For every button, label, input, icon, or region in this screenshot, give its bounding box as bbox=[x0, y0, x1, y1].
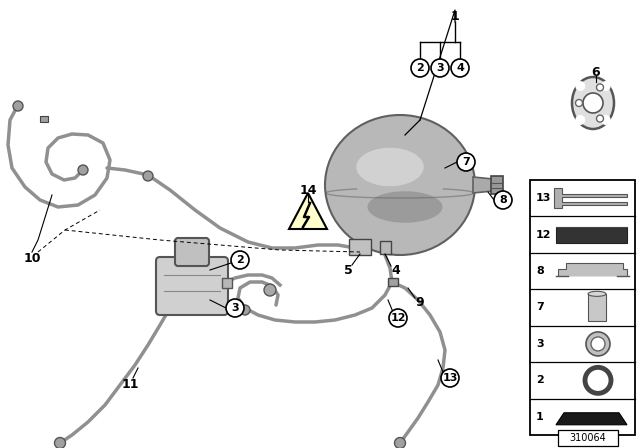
FancyBboxPatch shape bbox=[349, 239, 371, 255]
Polygon shape bbox=[558, 263, 627, 276]
Polygon shape bbox=[473, 177, 493, 193]
Circle shape bbox=[411, 59, 429, 77]
Ellipse shape bbox=[367, 191, 442, 223]
Text: 5: 5 bbox=[344, 263, 353, 276]
Bar bbox=[588, 294, 606, 321]
Circle shape bbox=[226, 299, 244, 317]
Bar bbox=[556, 227, 627, 243]
Circle shape bbox=[596, 115, 604, 122]
Text: 12: 12 bbox=[536, 230, 552, 240]
Circle shape bbox=[78, 165, 88, 175]
FancyBboxPatch shape bbox=[491, 176, 503, 194]
Circle shape bbox=[231, 251, 249, 269]
Text: 6: 6 bbox=[592, 65, 600, 78]
Polygon shape bbox=[556, 413, 627, 425]
Polygon shape bbox=[554, 188, 627, 208]
Circle shape bbox=[143, 171, 153, 181]
Bar bbox=[530, 180, 635, 435]
Text: 13: 13 bbox=[442, 373, 458, 383]
Text: 4: 4 bbox=[392, 263, 401, 276]
Text: 14: 14 bbox=[300, 184, 317, 197]
Text: 10: 10 bbox=[23, 251, 41, 264]
Text: 12: 12 bbox=[390, 313, 406, 323]
Circle shape bbox=[451, 59, 469, 77]
Bar bbox=[558, 430, 618, 446]
Text: 13: 13 bbox=[536, 193, 552, 203]
Text: 1: 1 bbox=[451, 10, 460, 23]
Text: 4: 4 bbox=[456, 63, 464, 73]
Circle shape bbox=[575, 115, 585, 125]
Ellipse shape bbox=[356, 148, 424, 186]
Text: 310064: 310064 bbox=[570, 433, 606, 443]
Circle shape bbox=[601, 81, 611, 91]
Circle shape bbox=[13, 101, 23, 111]
Text: 11: 11 bbox=[121, 379, 139, 392]
Circle shape bbox=[575, 81, 585, 91]
Text: 8: 8 bbox=[499, 195, 507, 205]
FancyBboxPatch shape bbox=[388, 278, 398, 286]
Ellipse shape bbox=[325, 115, 475, 255]
Ellipse shape bbox=[572, 77, 614, 129]
Text: 2: 2 bbox=[236, 255, 244, 265]
Text: 3: 3 bbox=[536, 339, 543, 349]
Text: 7: 7 bbox=[462, 157, 470, 167]
Text: 7: 7 bbox=[536, 302, 544, 313]
FancyBboxPatch shape bbox=[156, 257, 228, 315]
Text: 3: 3 bbox=[231, 303, 239, 313]
Circle shape bbox=[431, 59, 449, 77]
Circle shape bbox=[494, 191, 512, 209]
Text: 1: 1 bbox=[536, 412, 544, 422]
Polygon shape bbox=[289, 193, 327, 229]
Circle shape bbox=[389, 309, 407, 327]
Circle shape bbox=[457, 153, 475, 171]
Circle shape bbox=[596, 84, 604, 91]
FancyBboxPatch shape bbox=[380, 241, 390, 254]
Circle shape bbox=[583, 93, 603, 113]
Ellipse shape bbox=[588, 291, 606, 296]
Circle shape bbox=[394, 438, 406, 448]
Text: 2: 2 bbox=[536, 375, 544, 385]
Circle shape bbox=[575, 99, 582, 107]
Circle shape bbox=[240, 305, 250, 315]
Circle shape bbox=[586, 332, 610, 356]
FancyBboxPatch shape bbox=[40, 116, 48, 122]
Circle shape bbox=[441, 369, 459, 387]
FancyBboxPatch shape bbox=[222, 278, 232, 288]
Text: 9: 9 bbox=[416, 296, 424, 309]
Circle shape bbox=[601, 115, 611, 125]
Text: 8: 8 bbox=[536, 266, 544, 276]
Circle shape bbox=[54, 438, 65, 448]
Text: 3: 3 bbox=[436, 63, 444, 73]
Text: 2: 2 bbox=[416, 63, 424, 73]
Circle shape bbox=[591, 337, 605, 351]
FancyBboxPatch shape bbox=[175, 238, 209, 266]
Circle shape bbox=[264, 284, 276, 296]
